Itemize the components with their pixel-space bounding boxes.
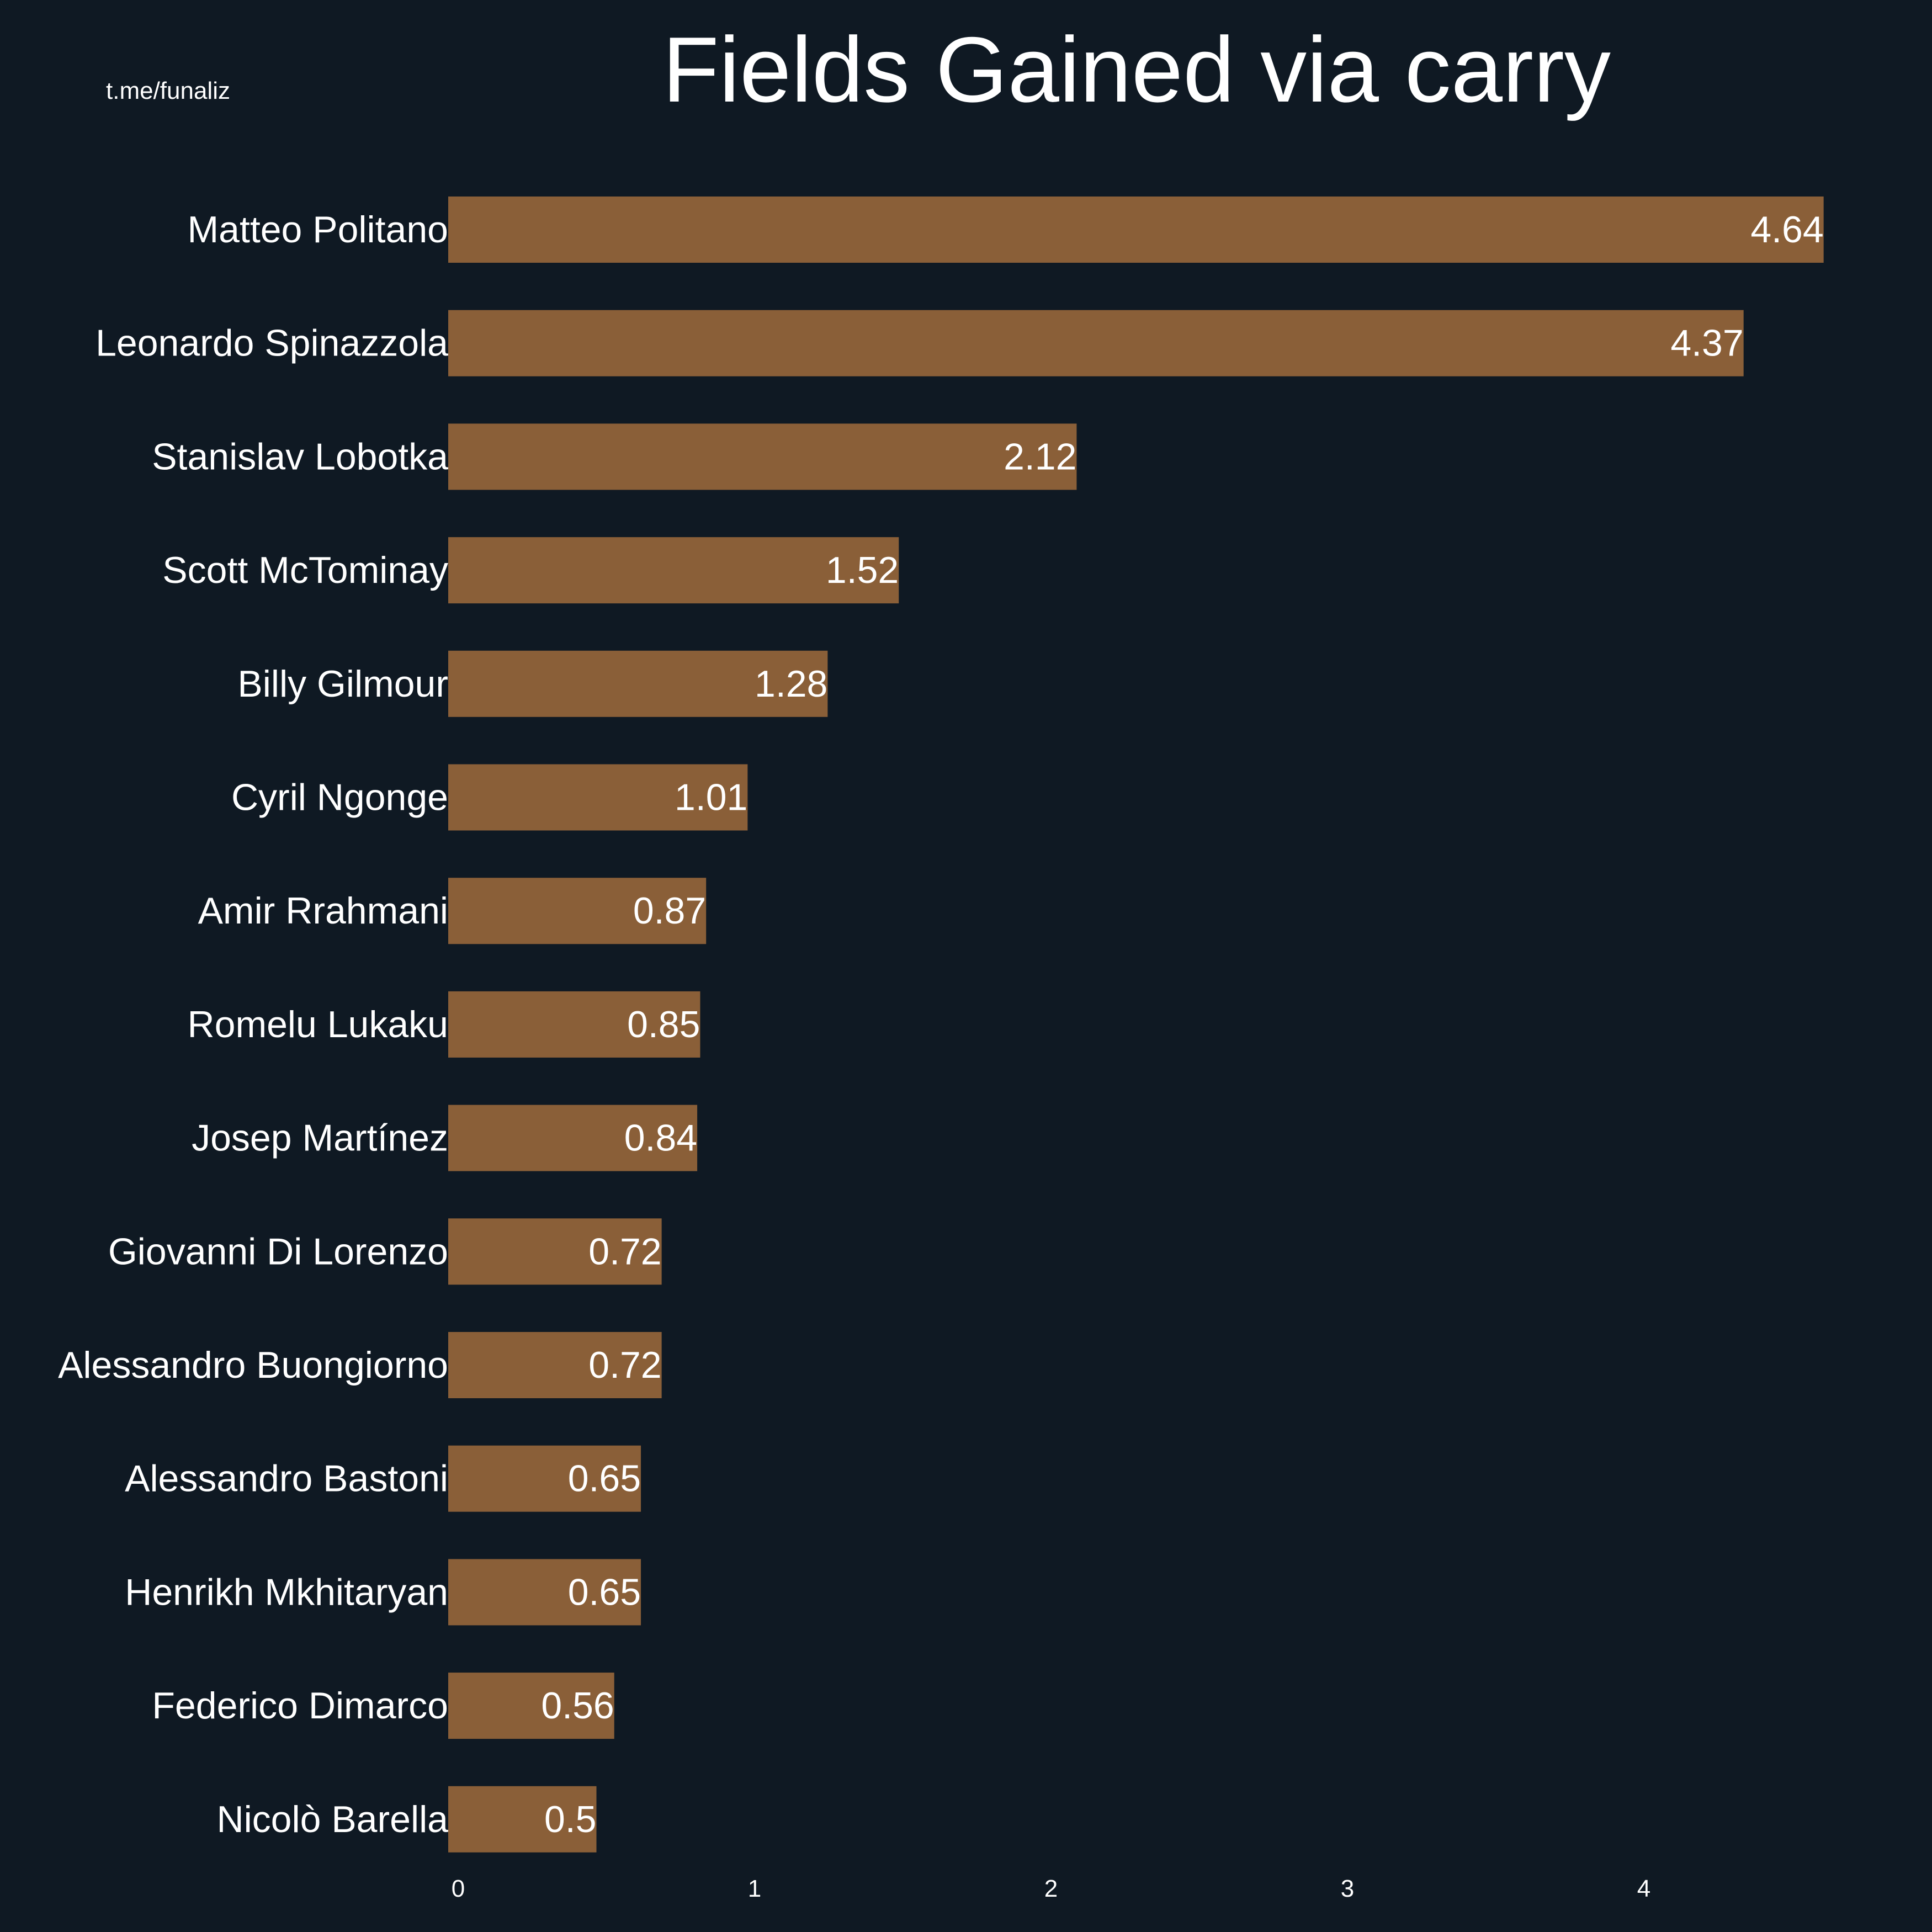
category-label-2: Stanislav Lobotka xyxy=(152,436,448,477)
value-label-13: 0.56 xyxy=(541,1685,614,1727)
x-axis-ticks: 0 1 2 3 4 xyxy=(452,1875,1650,1902)
bar-11 xyxy=(448,1445,641,1512)
bar-14 xyxy=(448,1786,597,1853)
value-label-3: 1.52 xyxy=(826,549,899,591)
x-tick-label-3: 3 xyxy=(1341,1875,1354,1902)
bar-12 xyxy=(448,1559,641,1626)
bar-7 xyxy=(448,991,700,1058)
category-label-8: Josep Martínez xyxy=(192,1117,448,1159)
x-tick-label-2: 2 xyxy=(1044,1875,1058,1902)
bar-0 xyxy=(448,197,1824,263)
value-label-5: 1.01 xyxy=(675,777,747,819)
value-label-4: 1.28 xyxy=(755,663,827,705)
category-label-11: Alessandro Bastoni xyxy=(125,1458,448,1500)
chart-title: Fields Gained via carry xyxy=(662,18,1611,121)
category-label-0: Matteo Politano xyxy=(187,209,448,251)
bar-4 xyxy=(448,650,828,717)
bars-layer xyxy=(448,197,1824,1853)
category-label-9: Giovanni Di Lorenzo xyxy=(108,1230,448,1272)
bar-5 xyxy=(448,764,748,831)
category-label-3: Scott McTominay xyxy=(162,549,448,591)
bar-9 xyxy=(448,1218,662,1285)
value-label-14: 0.5 xyxy=(544,1798,597,1840)
category-label-1: Leonardo Spinazzola xyxy=(95,322,448,364)
value-labels-layer: 4.64 4.37 2.12 1.52 1.28 1.01 0.87 0.85 0.84 0.72… xyxy=(541,209,1823,1840)
category-label-13: Federico Dimarco xyxy=(152,1685,448,1727)
bar-1 xyxy=(448,310,1744,376)
category-label-7: Romelu Lukaku xyxy=(188,1004,448,1045)
x-tick-label-1: 1 xyxy=(748,1875,761,1902)
x-tick-label-0: 0 xyxy=(452,1875,465,1902)
category-labels-layer: Matteo Politano Leonardo Spinazzola Stanis… xyxy=(58,209,448,1840)
value-label-10: 0.72 xyxy=(588,1344,661,1386)
category-label-5: Cyril Ngonge xyxy=(231,777,448,819)
bar-6 xyxy=(448,878,707,944)
value-label-12: 0.65 xyxy=(568,1571,641,1613)
watermark: t.me/funaliz xyxy=(106,77,230,104)
value-label-7: 0.85 xyxy=(627,1004,700,1045)
value-label-2: 2.12 xyxy=(1004,436,1076,477)
bar-2 xyxy=(448,423,1077,490)
category-label-6: Amir Rrahmani xyxy=(198,890,448,932)
category-label-4: Billy Gilmour xyxy=(237,663,448,705)
x-tick-label-4: 4 xyxy=(1637,1875,1650,1902)
value-label-11: 0.65 xyxy=(568,1458,641,1500)
value-label-1: 4.37 xyxy=(1670,322,1743,364)
bar-10 xyxy=(448,1332,662,1398)
category-label-14: Nicolò Barella xyxy=(216,1798,448,1840)
value-label-6: 0.87 xyxy=(633,890,706,932)
bar-13 xyxy=(448,1673,614,1739)
category-label-12: Henrikh Mkhitaryan xyxy=(125,1571,448,1613)
value-label-8: 0.84 xyxy=(624,1117,697,1159)
value-label-9: 0.72 xyxy=(588,1230,661,1272)
bar-8 xyxy=(448,1105,698,1171)
category-label-10: Alessandro Buongiorno xyxy=(58,1344,448,1386)
value-label-0: 4.64 xyxy=(1750,209,1823,251)
bar-3 xyxy=(448,537,899,604)
